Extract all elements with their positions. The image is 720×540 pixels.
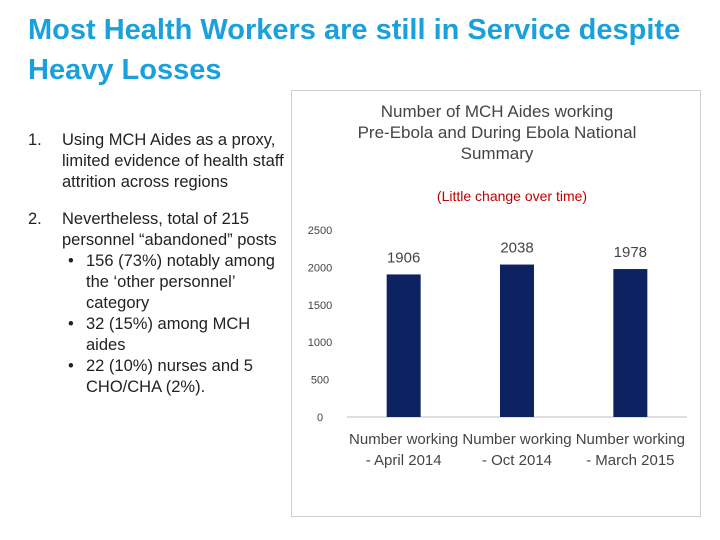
sub-bullet-item: 32 (15%) among MCH aides xyxy=(62,314,286,356)
x-tick-label: Number working - Oct 2014 xyxy=(462,431,571,469)
bullet-number: 2. xyxy=(28,210,42,228)
data-label: 1906 xyxy=(387,249,420,266)
bullet-number: 1. xyxy=(28,131,42,149)
bullet-text: Nevertheless, total of 215 personnel “ab… xyxy=(62,210,277,249)
y-tick-label: 2500 xyxy=(308,225,332,237)
x-tick-label: Number working - March 2015 xyxy=(576,431,685,469)
y-tick-label: 0 xyxy=(317,412,323,424)
sub-bullet-list: 156 (73%) notably among the ‘other perso… xyxy=(62,251,286,398)
slide-title: Most Health Workers are still in Service… xyxy=(28,14,681,86)
bar xyxy=(386,274,421,417)
chart-title: Number of MCH Aides working Pre-Ebola and… xyxy=(358,102,637,163)
bullet-text: Using MCH Aides as a proxy, limited evid… xyxy=(62,131,284,191)
sub-bullet-item: 22 (10%) nurses and 5 CHO/CHA (2%). xyxy=(62,356,286,398)
x-tick-label: Number working - April 2014 xyxy=(349,431,458,469)
bar xyxy=(613,269,648,417)
y-tick-label: 1000 xyxy=(308,337,332,349)
chart-panel: Number of MCH Aides working Pre-Ebola and… xyxy=(291,90,701,517)
bullet-item-1: 1. Using MCH Aides as a proxy, limited e… xyxy=(28,130,286,193)
bar-chart: Number of MCH Aides working Pre-Ebola and… xyxy=(308,102,687,469)
y-tick-label: 1500 xyxy=(308,300,332,312)
y-tick-label: 2000 xyxy=(308,262,332,274)
sub-bullet-item: 156 (73%) notably among the ‘other perso… xyxy=(62,251,286,314)
bullet-item-2: 2. Nevertheless, total of 215 personnel … xyxy=(28,209,286,398)
y-tick-label: 500 xyxy=(311,375,329,387)
data-label: 1978 xyxy=(614,244,647,261)
bullet-list: 1. Using MCH Aides as a proxy, limited e… xyxy=(28,130,286,398)
bar xyxy=(500,264,534,417)
chart-subtitle: (Little change over time) xyxy=(437,188,587,204)
data-label: 2038 xyxy=(500,240,533,257)
